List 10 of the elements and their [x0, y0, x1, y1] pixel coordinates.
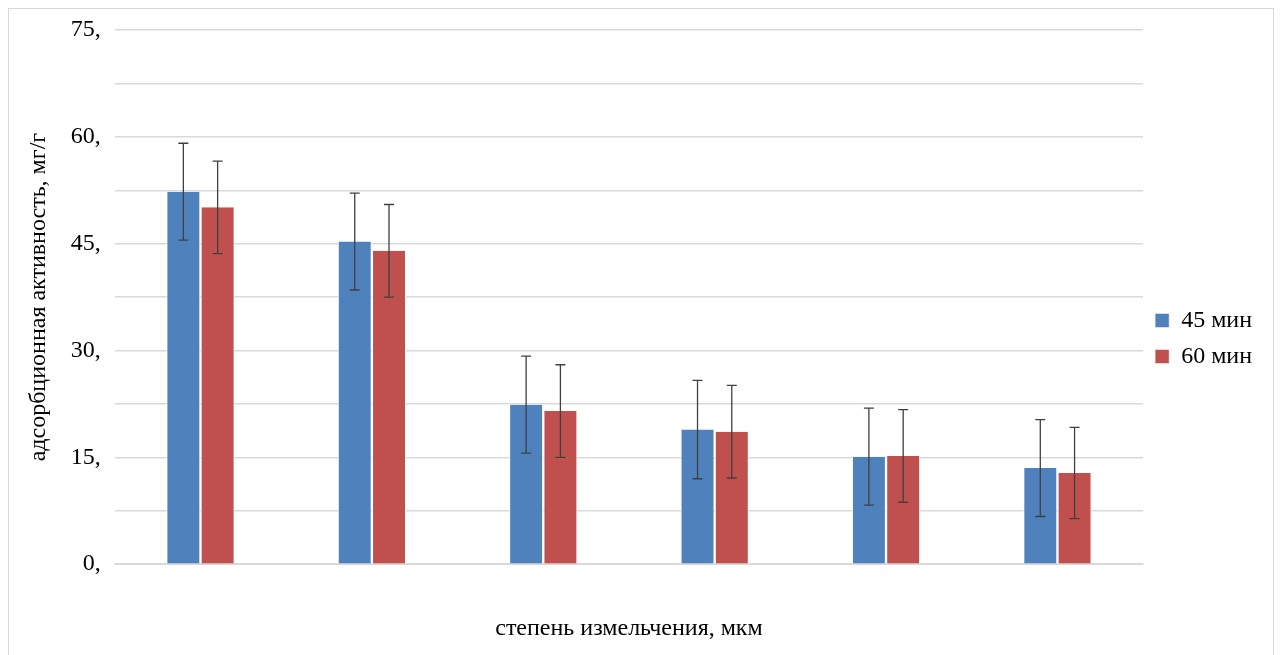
y-axis-title: адсорбционная активность, мг/г [23, 132, 50, 462]
y-tick-label: 30, [70, 335, 101, 362]
legend-label: 60 мин [1181, 341, 1253, 368]
y-tick-label: 60, [70, 122, 101, 149]
y-tick-label: 15, [70, 442, 101, 469]
x-axis-title: степень измельчения, мкм [495, 613, 763, 640]
y-tick-label: 45, [70, 228, 101, 255]
y-tick-label: 75, [70, 15, 101, 42]
y-tick-label: 0, [82, 549, 101, 576]
legend-label: 45 мин [1181, 305, 1253, 332]
